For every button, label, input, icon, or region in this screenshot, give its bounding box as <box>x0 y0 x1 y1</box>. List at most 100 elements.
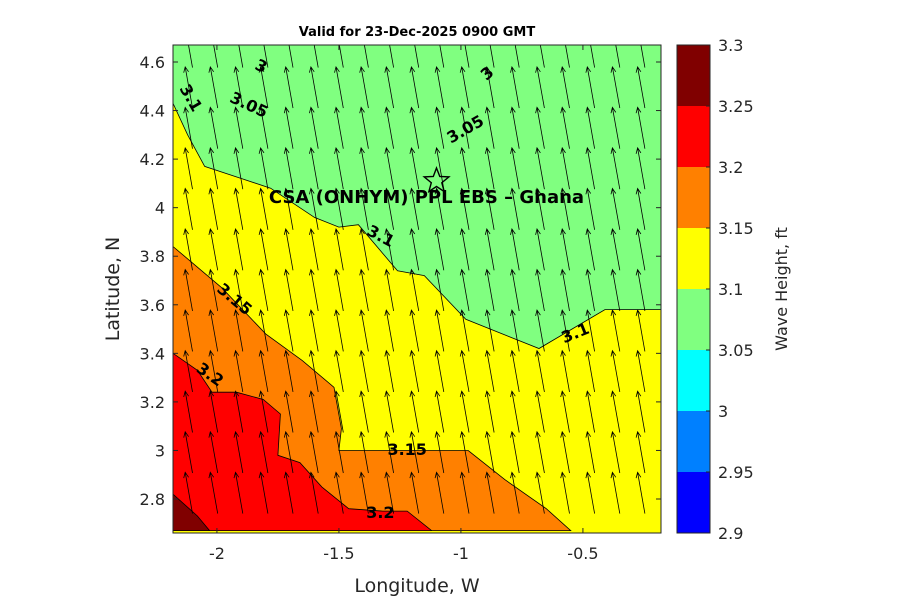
y-tick-label: 4.2 <box>140 150 165 169</box>
wave-arrow <box>384 390 394 433</box>
wave-arrow <box>484 430 495 474</box>
wave-arrow <box>585 65 595 109</box>
wave-arrow <box>384 65 394 109</box>
y-axis-ticks: 2.8 3 3.2 3.4 3.6 3.8 4 4.2 4.4 4.6 <box>140 53 661 509</box>
wave-arrow <box>560 471 570 514</box>
colorbar-band <box>677 289 710 350</box>
wave-arrow <box>510 471 520 514</box>
wave-arrow <box>283 187 294 230</box>
wave-arrow <box>213 45 219 68</box>
wave-arrow <box>510 390 520 433</box>
wave-arrow <box>514 45 520 68</box>
wave-arrow <box>183 106 193 149</box>
wave-arrow <box>409 65 420 109</box>
wave-arrow <box>610 146 621 190</box>
contour-label: 3.15 <box>387 440 426 459</box>
wave-arrow <box>384 349 394 392</box>
wave-arrow <box>283 146 294 190</box>
colorbar-ticks: 2.9 2.95 3 3.05 3.1 3.15 3.2 3.25 3.3 <box>706 36 754 543</box>
x-axis-label: Longitude, W <box>354 575 480 597</box>
wave-arrow <box>590 45 595 68</box>
contour-label: 3.2 <box>366 503 394 522</box>
wave-arrow <box>635 430 646 474</box>
wave-arrow <box>459 430 470 474</box>
wave-arrow <box>283 65 294 109</box>
wave-arrow <box>309 228 319 271</box>
wave-arrow <box>409 349 420 392</box>
wave-arrow <box>635 106 646 149</box>
wave-arrow <box>535 471 545 514</box>
wave-arrow <box>610 390 621 433</box>
wave-arrow <box>309 430 319 474</box>
wave-arrow <box>510 430 520 474</box>
wave-arrow <box>309 65 319 109</box>
wave-arrow <box>535 106 545 149</box>
wave-arrow <box>363 45 369 68</box>
wave-arrow <box>183 146 193 190</box>
wave-arrow <box>384 146 394 190</box>
contour-region-3.25-3.3 <box>173 493 211 531</box>
wave-arrow <box>535 268 545 311</box>
wave-arrow <box>283 228 294 271</box>
wave-arrow <box>635 471 646 514</box>
wave-arrow <box>183 430 193 474</box>
y-tick-label: 3.4 <box>140 344 165 363</box>
y-axis-label: Latitude, N <box>102 237 124 342</box>
y-tick-label: 3.6 <box>140 296 165 315</box>
colorbar-tick-label: 2.9 <box>718 524 743 543</box>
wave-arrow <box>334 430 344 474</box>
wave-arrow <box>359 268 369 311</box>
wave-arrow <box>208 349 219 392</box>
wave-arrow <box>635 268 646 311</box>
wave-arrow <box>258 187 269 230</box>
wave-arrow <box>208 471 219 514</box>
wave-arrow <box>309 268 319 311</box>
wave-arrow <box>233 309 244 352</box>
wave-arrow <box>233 390 244 433</box>
wave-arrow <box>283 471 294 514</box>
wave-arrow <box>283 268 294 311</box>
wave-arrow <box>585 430 595 474</box>
wave-arrow <box>510 309 520 352</box>
wave-arrow <box>585 349 595 392</box>
wave-arrow <box>560 268 570 311</box>
wave-arrow <box>535 65 545 109</box>
colorbar: 2.9 2.95 3 3.05 3.1 3.15 3.2 3.25 3.3 Wave Heigh… <box>676 36 791 543</box>
wave-arrow <box>484 309 495 352</box>
wave-arrow <box>560 309 570 352</box>
wave-arrow <box>359 390 369 433</box>
colorbar-tick-label: 3.1 <box>718 280 743 299</box>
plot-frame <box>172 44 662 534</box>
wave-arrow <box>585 390 595 433</box>
wave-arrow <box>183 390 193 433</box>
wave-arrow <box>359 146 369 190</box>
wave-arrow <box>560 390 570 433</box>
site-star-icon <box>422 166 451 194</box>
colorbar-tick-label: 3 <box>718 402 728 421</box>
colorbar-band <box>677 411 710 472</box>
wave-arrow <box>635 349 646 392</box>
wave-arrow <box>409 187 420 230</box>
wave-arrow <box>233 65 244 109</box>
wave-arrow <box>610 187 621 230</box>
wave-arrow <box>233 146 244 190</box>
colorbar-tick-label: 3.2 <box>718 158 743 177</box>
wave-arrow <box>183 268 193 311</box>
wave-arrow <box>434 268 445 311</box>
wave-arrow <box>384 228 394 271</box>
wave-arrow <box>359 309 369 352</box>
wave-arrow <box>409 430 420 474</box>
wave-arrow <box>258 65 269 109</box>
wave-arrow <box>309 471 319 514</box>
wave-arrow <box>459 349 470 392</box>
wave-arrow <box>459 146 470 190</box>
wave-arrow <box>258 146 269 190</box>
wave-arrow <box>258 390 269 433</box>
wave-arrow <box>510 146 520 190</box>
wave-arrow <box>334 349 344 392</box>
wave-arrow <box>334 146 344 190</box>
wave-arrow <box>610 430 621 474</box>
wave-arrow <box>560 106 570 149</box>
wave-arrow <box>334 309 344 352</box>
wave-arrow <box>560 228 570 271</box>
